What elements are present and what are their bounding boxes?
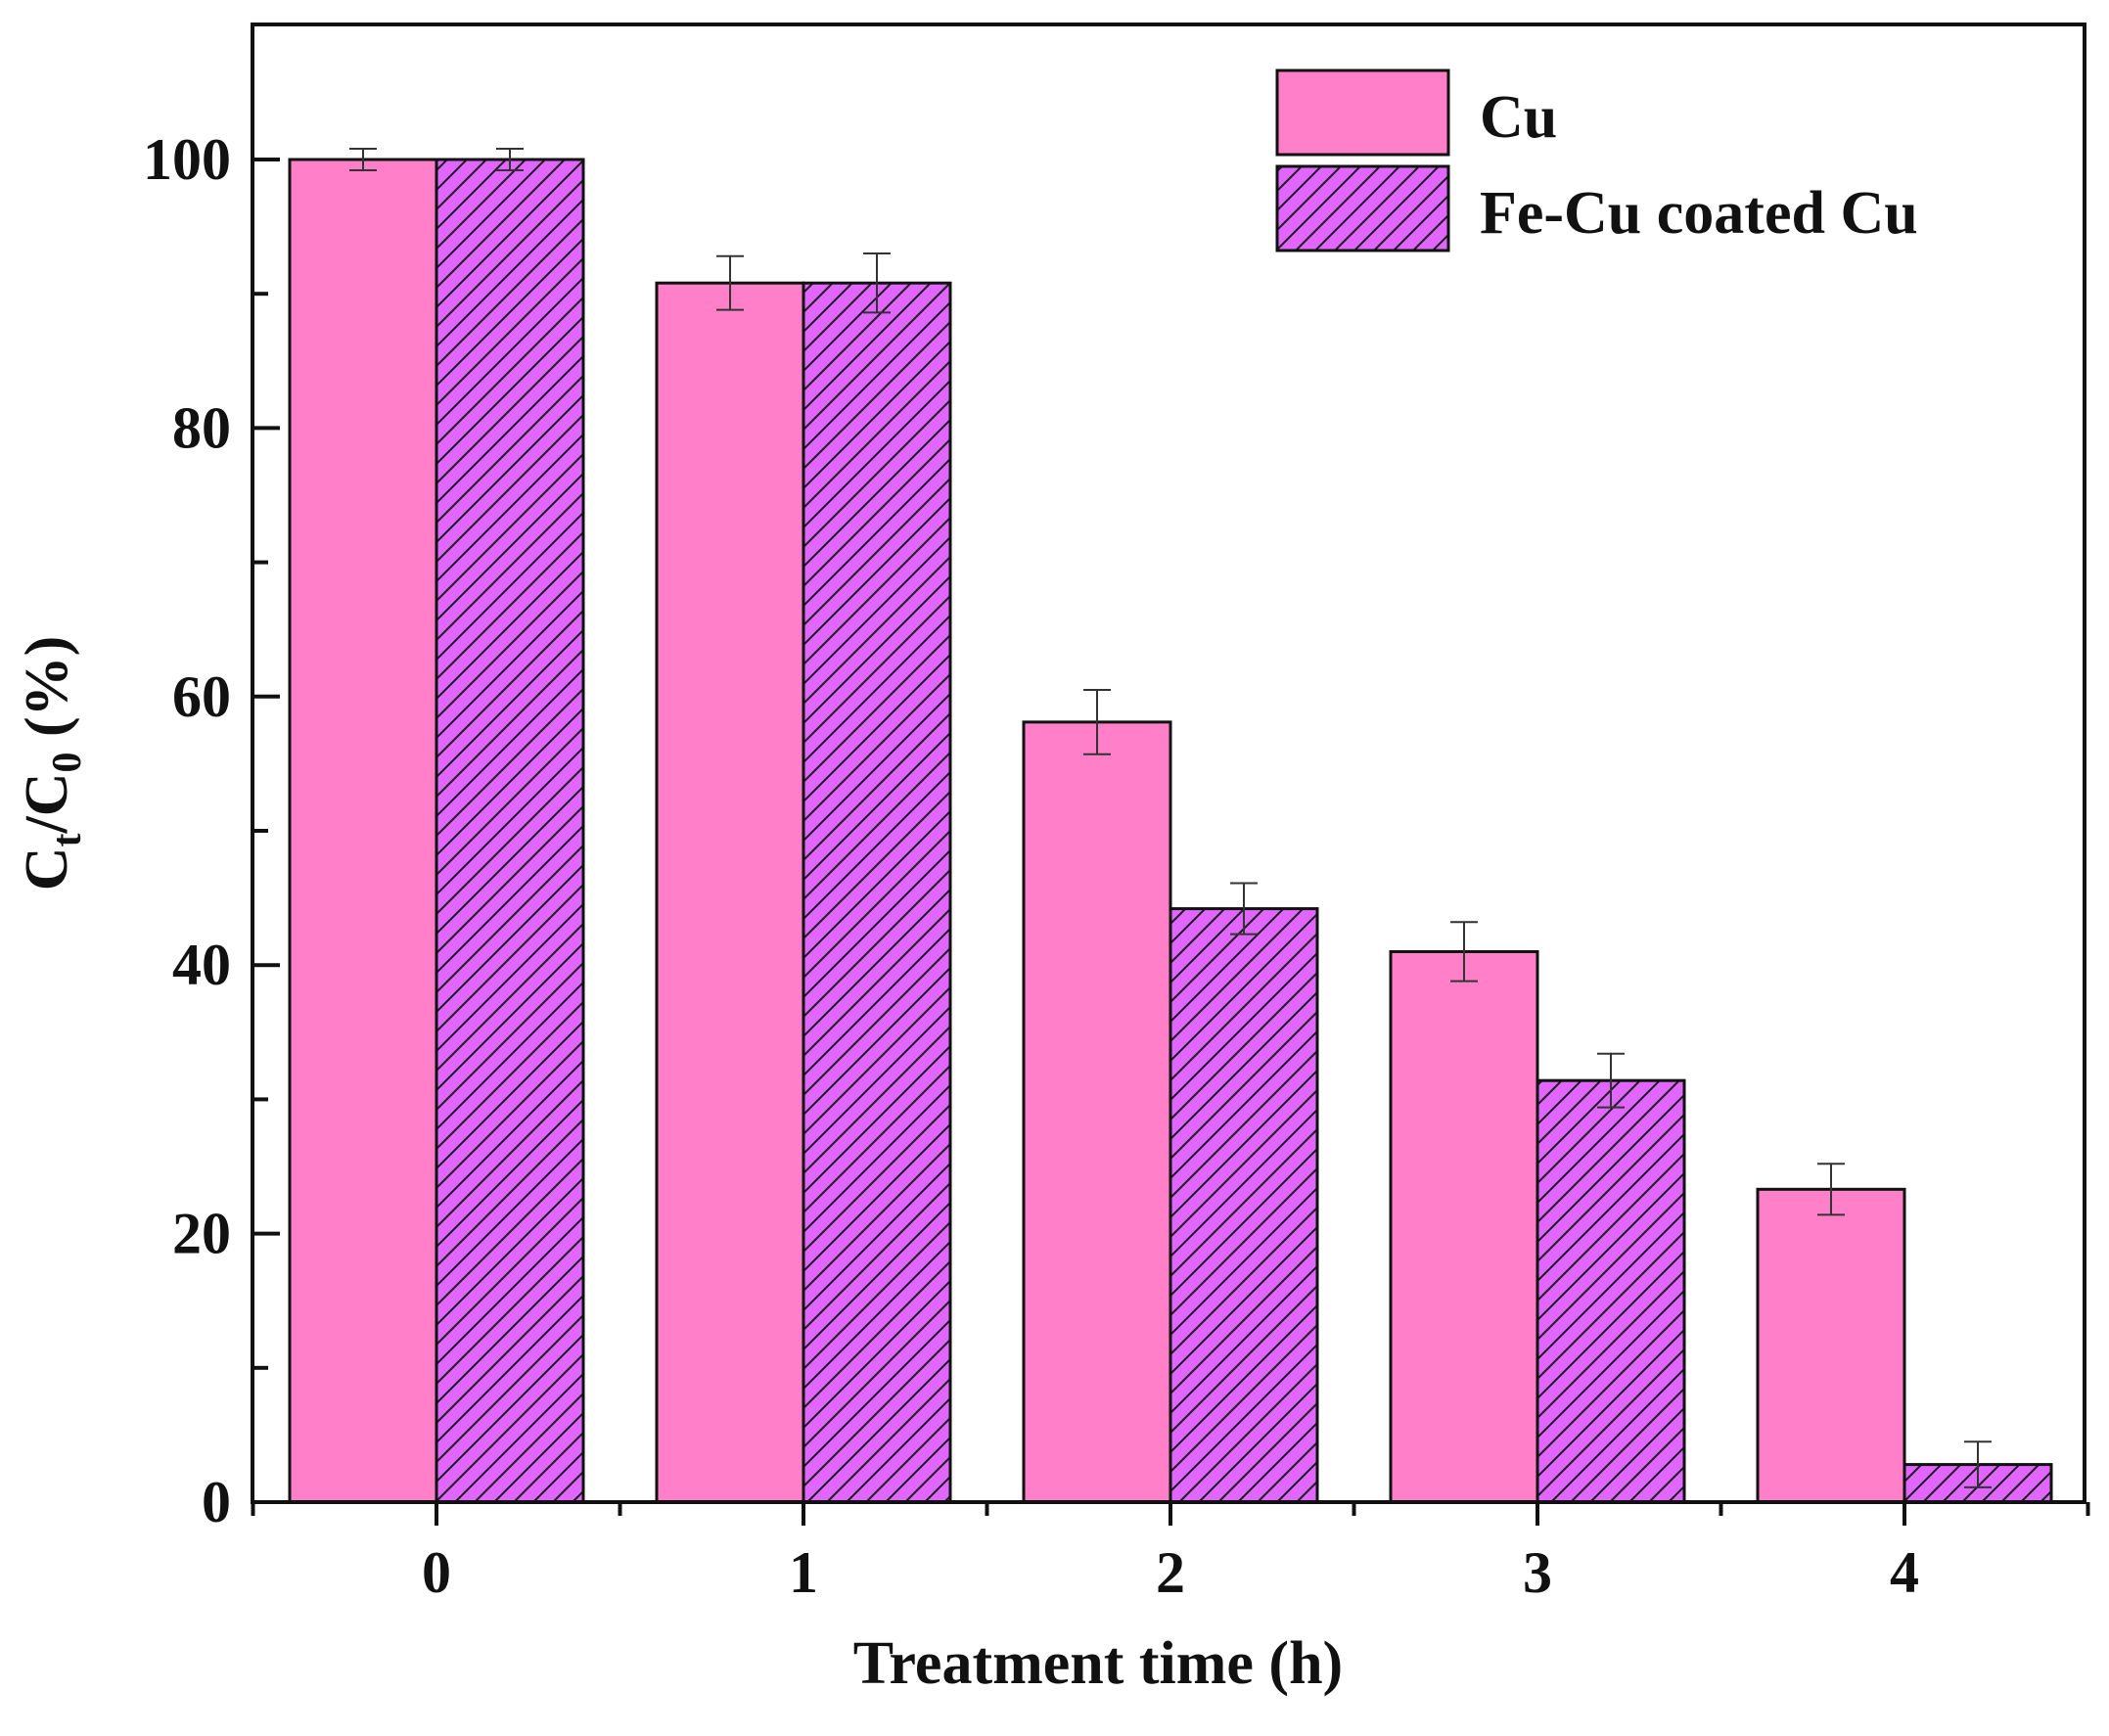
x-tick-label-1: 1 [789,1540,818,1605]
y-tick-label-60: 60 [172,664,231,729]
x-tick-label-0: 0 [422,1540,451,1605]
error-bar-fe-cu-1 [863,252,891,314]
legend-swatch-cu [1275,69,1450,157]
bars-layer [288,158,2053,1504]
y-tick-label-0: 0 [202,1470,231,1534]
bar-fe-cu-1 [802,281,952,1504]
legend-label-cu: Cu [1480,84,1557,151]
error-bar-cu-1 [716,254,744,311]
y-axis-title-main: C [14,847,80,891]
bar-fe-cu-0 [435,158,585,1504]
error-bar-fe-cu-0 [496,148,524,171]
y-axis-title: Ct/C0 (%) [14,636,90,891]
x-tick-label-4: 4 [1890,1540,1919,1605]
legend-label-fe-cu: Fe-Cu coated Cu [1480,180,1918,247]
y-tick-label-100: 100 [143,127,231,192]
bar-cu-0 [288,158,438,1504]
bar-cu-2 [1022,720,1172,1504]
y-axis-title-sub-0: 0 [45,753,90,773]
bar-cu-4 [1756,1187,1906,1504]
x-tick-label-2: 2 [1156,1540,1185,1605]
legend: Cu Fe-Cu coated Cu [1275,69,1918,252]
legend-swatch-fe-cu [1275,164,1450,252]
error-bar-cu-2 [1083,688,1111,755]
error-bar-cu-0 [349,148,377,171]
bar-fe-cu-3 [1536,1078,1686,1504]
bar-cu-1 [655,281,805,1504]
bar-fe-cu-2 [1169,907,1319,1504]
error-bar-fe-cu-2 [1230,882,1258,936]
bar-cu-3 [1389,949,1539,1504]
error-bar-cu-4 [1817,1163,1845,1216]
x-tick-label-3: 3 [1523,1540,1552,1605]
y-axis-title-slash: /C [14,773,80,835]
error-bar-cu-3 [1450,921,1478,982]
error-bars-layer [349,148,1992,1488]
x-axis-title: Treatment time (h) [853,1630,1343,1697]
y-tick-label-80: 80 [172,395,231,460]
y-axis-title-sub-t: t [45,834,90,847]
y-tick-label-20: 20 [172,1202,231,1266]
y-axis-title-unit: (%) [14,636,80,753]
axes-layer: 0 20 40 60 80 100 0 1 2 3 4 [143,23,2090,1605]
y-tick-label-40: 40 [172,933,231,997]
error-bar-fe-cu-3 [1597,1052,1625,1109]
error-bar-fe-cu-4 [1964,1440,1992,1488]
